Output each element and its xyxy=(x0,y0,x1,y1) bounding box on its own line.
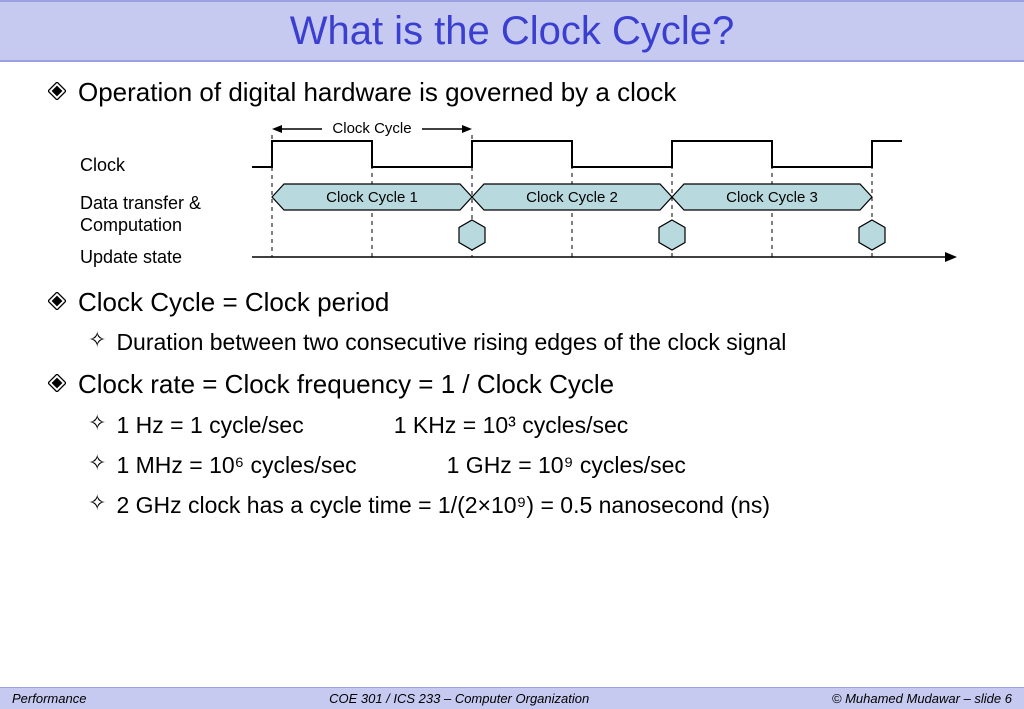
cc3-label: Clock Cycle 3 xyxy=(726,189,818,206)
bullet-2-sub-text: Duration between two consecutive rising … xyxy=(116,326,786,358)
bullet-1-text: Operation of digital hardware is governe… xyxy=(78,76,676,109)
cycle-span-label: Clock Cycle xyxy=(332,120,411,137)
bullet-3-sub3: ✧ 2 GHz clock has a cycle time = 1/(2×10… xyxy=(88,489,976,521)
bullet-2-text: Clock Cycle = Clock period xyxy=(78,286,389,319)
b3-s1a: 1 Hz = 1 cycle/sec xyxy=(116,409,303,441)
title-bar: What is the Clock Cycle? xyxy=(0,0,1024,62)
bullet-3: Clock rate = Clock frequency = 1 / Clock… xyxy=(48,368,976,401)
diamond-outline-icon: ✧ xyxy=(88,489,106,518)
clock-diagram: Clock Data transfer & Computation Update… xyxy=(48,117,976,272)
bullet-2-sub: ✧ Duration between two consecutive risin… xyxy=(88,326,976,358)
diamond-outline-icon: ✧ xyxy=(88,449,106,478)
bullet-3-text: Clock rate = Clock frequency = 1 / Clock… xyxy=(78,368,614,401)
clock-wave xyxy=(252,141,902,167)
data-hexes: Clock Cycle 1 Clock Cycle 2 Clock Cycle … xyxy=(272,184,872,210)
footer-bar: Performance COE 301 / ICS 233 – Computer… xyxy=(0,687,1024,709)
diamond-outline-icon: ✧ xyxy=(88,409,106,438)
b3-s1b: 1 KHz = 10³ cycles/sec xyxy=(394,409,629,441)
bullet-2: Clock Cycle = Clock period xyxy=(48,286,976,319)
footer-right: © Muhamed Mudawar – slide 6 xyxy=(832,691,1012,706)
bullet-1: Operation of digital hardware is governe… xyxy=(48,76,976,109)
diamond-outline-icon: ✧ xyxy=(88,326,106,355)
cc2-label: Clock Cycle 2 xyxy=(526,189,618,206)
cycle-span: Clock Cycle xyxy=(272,120,472,137)
diamond-bullet-icon xyxy=(48,82,66,100)
bullet-3-sub2: ✧ 1 MHz = 10⁶ cycles/sec 1 GHz = 10⁹ cyc… xyxy=(88,449,976,481)
diamond-bullet-icon xyxy=(48,292,66,310)
slide-body: Operation of digital hardware is governe… xyxy=(0,62,1024,521)
footer-center: COE 301 / ICS 233 – Computer Organizatio… xyxy=(329,691,589,706)
b3-s3: 2 GHz clock has a cycle time = 1/(2×10⁹)… xyxy=(116,489,770,521)
time-axis-arrow xyxy=(945,252,957,262)
label-data: Data transfer & Computation xyxy=(80,192,238,237)
footer-left: Performance xyxy=(12,691,86,706)
diagram-row-labels: Clock Data transfer & Computation Update… xyxy=(48,117,238,272)
cc1-label: Clock Cycle 1 xyxy=(326,189,418,206)
update-hexes xyxy=(459,220,885,250)
bullet-3-sub1: ✧ 1 Hz = 1 cycle/sec 1 KHz = 10³ cycles/… xyxy=(88,409,976,441)
slide-title: What is the Clock Cycle? xyxy=(290,9,735,53)
label-clock: Clock xyxy=(80,155,238,176)
diamond-bullet-icon xyxy=(48,374,66,392)
label-update: Update state xyxy=(80,247,238,268)
diagram-svg: Clock Cycle Clock Cycle 1 Clock Cycle 2 … xyxy=(238,117,976,272)
b3-s2a: 1 MHz = 10⁶ cycles/sec xyxy=(116,449,356,481)
b3-s2b: 1 GHz = 10⁹ cycles/sec xyxy=(447,449,686,481)
